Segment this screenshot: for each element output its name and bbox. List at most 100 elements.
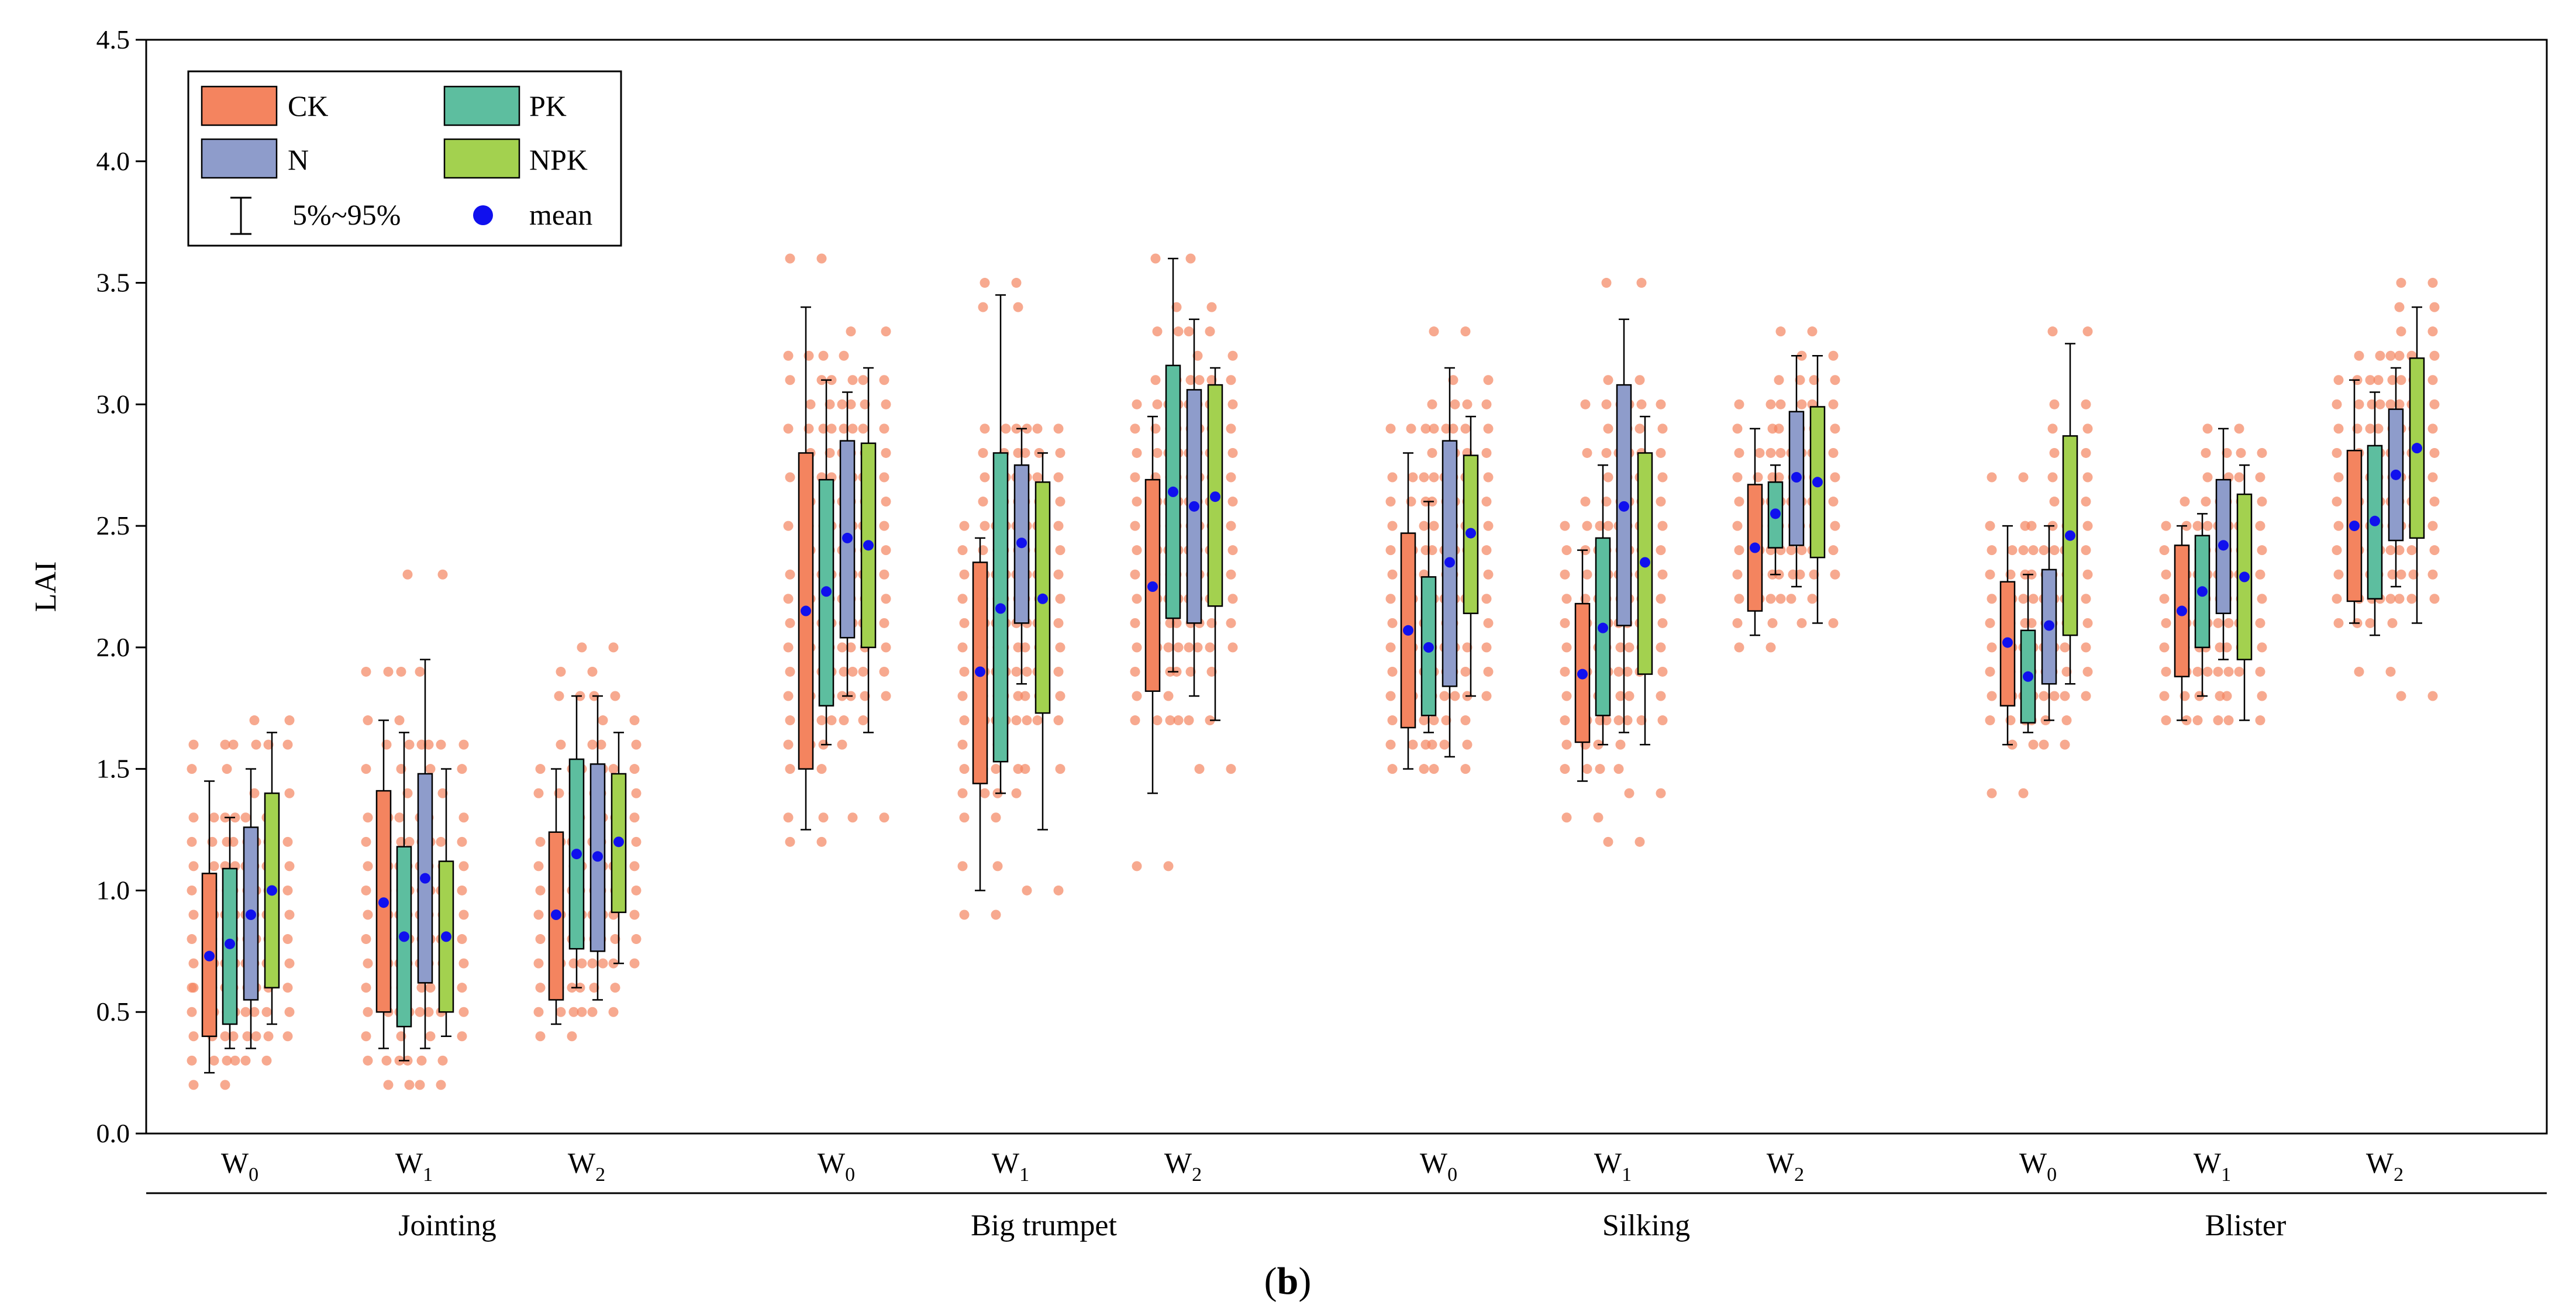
data-point [1656,447,1666,458]
data-point [1032,472,1043,483]
data-point [437,569,448,580]
y-tick-label: 0.0 [96,1118,130,1148]
data-point [1132,545,1142,556]
data-point [1774,375,1784,385]
mean-marker [225,938,235,949]
data-point [1788,569,1798,580]
data-point [2394,545,2405,556]
data-point [261,1055,272,1066]
data-point [1032,715,1043,726]
data-point [1828,545,1839,556]
data-point [2387,618,2398,628]
data-point [978,302,988,312]
data-point [785,569,795,580]
data-point [1055,497,1065,507]
x-category-label: W2 [1767,1146,1804,1186]
data-point [1387,715,1398,726]
data-point [1460,666,1471,677]
data-point [2394,399,2405,409]
mean-marker [2197,586,2208,597]
data-point [1580,399,1591,409]
data-point [381,1055,392,1066]
data-point [2222,447,2232,458]
data-point [361,934,371,945]
data-point [783,350,794,361]
legend-label-ck: CK [288,89,328,122]
data-point [2028,594,2039,604]
x-category-label: W1 [992,1146,1029,1186]
data-point [2333,423,2344,434]
data-point [2081,691,2091,701]
data-point [1786,594,1796,604]
data-point [816,836,827,847]
data-point [839,715,849,726]
data-point [2082,666,2093,677]
data-point [188,958,199,969]
data-point [228,1031,239,1042]
data-point [1441,715,1451,726]
data-point [1408,472,1418,483]
data-point [816,764,827,774]
data-point [785,253,795,264]
mean-marker [1147,581,1158,592]
data-point [1481,447,1492,458]
data-point [2039,739,2049,750]
data-point [1796,545,1807,556]
data-point [826,715,837,726]
data-point [1205,326,1215,337]
data-point [533,958,544,969]
data-point [991,812,1001,823]
data-point [2159,545,2170,556]
data-point [2047,326,2058,337]
data-point [2257,642,2267,653]
data-point [816,715,827,726]
data-point [2427,423,2438,434]
data-point [1385,423,1396,434]
data-point [2026,618,2037,628]
data-point [1560,618,1570,628]
data-point [1601,278,1612,288]
data-point [980,788,990,798]
data-point [188,1080,199,1090]
data-point [608,1007,619,1017]
data-point [1656,399,1666,409]
data-point [2161,715,2171,726]
mean-marker [1640,557,1650,568]
data-point [2061,666,2072,677]
data-point [858,666,868,677]
data-point [837,399,847,409]
data-point [188,910,199,920]
data-point [535,934,546,945]
data-point [1732,521,1743,531]
data-point [629,764,640,774]
data-point [2385,545,2396,556]
data-point [228,836,239,847]
data-point [1205,642,1215,653]
data-point [2028,739,2039,750]
y-axis-ticks: 0.0 0.5 1.0 1.5 2.0 2.5 3.0 3.5 4.0 4.5 [96,25,146,1148]
data-point [839,350,849,361]
data-point [2081,497,2091,507]
data-point [1165,715,1175,726]
data-point [1560,764,1570,774]
data-point [1185,253,1196,264]
data-point [1130,521,1140,531]
data-point [879,521,889,531]
data-point [1462,739,1473,750]
data-point [2222,642,2232,653]
data-point [1774,472,1784,483]
data-point [2192,666,2203,677]
data-point [2373,423,2384,434]
data-point [1595,764,1605,774]
data-point [785,472,795,483]
data-point [1775,447,1786,458]
data-point [1460,715,1471,726]
data-point [2365,423,2375,434]
data-point [361,836,371,847]
data-point [1483,666,1494,677]
mean-marker [399,931,409,942]
data-point [263,739,274,750]
data-point [1615,739,1626,750]
data-point [2365,618,2375,628]
data-point [2213,715,2223,726]
